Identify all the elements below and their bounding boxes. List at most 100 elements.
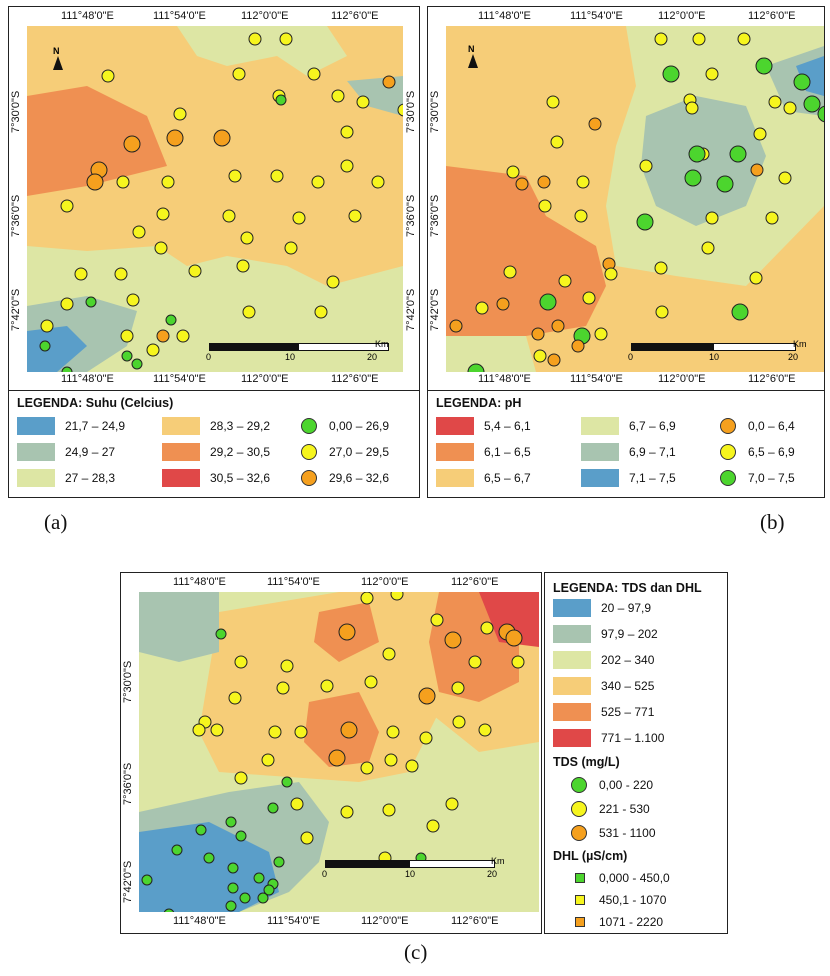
bottom-tick: 111°54'0"E	[153, 373, 206, 385]
sample-point	[192, 723, 206, 737]
sample-point	[571, 339, 585, 353]
tds-legend-title: TDS (mg/L)	[553, 755, 620, 769]
legend-swatch	[17, 469, 55, 487]
sample-point	[817, 105, 824, 123]
legend-item: 0,0 – 6,4	[720, 418, 795, 434]
sample-point	[121, 350, 133, 362]
sample-point	[768, 95, 782, 109]
sample-point	[213, 129, 231, 147]
sample-point	[515, 177, 529, 191]
sample-point	[85, 296, 97, 308]
sample-point	[276, 681, 290, 695]
map-a-svg	[27, 26, 403, 372]
bottom-tick: 111°54'0"E	[267, 915, 320, 927]
scale-20: 20	[487, 869, 498, 879]
sample-point	[338, 623, 356, 641]
sample-point	[749, 271, 763, 285]
legend-symbol	[720, 418, 736, 434]
right-tick: 7°36'0"S	[405, 194, 417, 237]
sample-point	[550, 135, 564, 149]
sample-point	[154, 241, 168, 255]
sample-point	[114, 267, 128, 281]
sample-point	[263, 884, 275, 896]
legend-item: 24,9 – 27	[17, 443, 115, 461]
sample-point	[61, 366, 73, 372]
scale-unit: Km	[793, 339, 807, 349]
legend-symbol	[301, 470, 317, 486]
caption-c: (c)	[404, 940, 428, 964]
legend-item: 771 – 1.100	[553, 729, 664, 747]
legend-label: 28,3 – 29,2	[210, 419, 271, 433]
sample-point	[538, 199, 552, 213]
sample-point	[40, 319, 54, 333]
scale-unit: Km	[491, 856, 505, 866]
zone-71-75	[796, 56, 824, 96]
sample-point	[340, 125, 354, 139]
top-tick: 111°48'0"E	[61, 10, 114, 22]
sample-point	[684, 169, 702, 187]
sample-point	[203, 852, 215, 864]
legend-swatch	[162, 417, 200, 435]
sample-point	[173, 107, 187, 121]
legend-item: 0,00 – 26,9	[301, 418, 389, 434]
left-tick: 7°30'0"S	[429, 90, 441, 133]
legend-label: 0,000 - 450,0	[599, 871, 670, 885]
sample-point	[228, 169, 242, 183]
legend-label: 7,0 – 7,5	[748, 471, 795, 485]
sample-point	[307, 67, 321, 81]
top-tick: 111°54'0"E	[267, 576, 320, 588]
legend-c: LEGENDA: TDS dan DHL 20 – 97,9 97,9 – 202…	[544, 572, 728, 934]
sample-point	[86, 173, 104, 191]
sample-point	[386, 725, 400, 739]
zone-27-28	[177, 26, 347, 76]
sample-point	[360, 592, 374, 605]
scale-0: 0	[628, 352, 634, 362]
legend-symbol	[571, 801, 587, 817]
top-tick: 111°48'0"E	[478, 10, 531, 22]
legend-item: 27 – 28,3	[17, 469, 115, 487]
sample-point	[360, 761, 374, 775]
sample-point	[348, 209, 362, 223]
sample-point	[320, 679, 334, 693]
sample-point	[783, 101, 797, 115]
legend-label: 5,4 – 6,1	[484, 419, 531, 433]
sample-point	[227, 862, 239, 874]
legend-label: 6,9 – 7,1	[629, 445, 676, 459]
legend-symbol	[575, 917, 585, 927]
legend-item: 6,1 – 6,5	[436, 443, 531, 461]
sample-point	[452, 715, 466, 729]
legend-label: 7,1 – 7,5	[629, 471, 676, 485]
sample-point	[275, 94, 287, 106]
north-arrow-icon	[468, 54, 478, 68]
top-tick: 111°54'0"E	[153, 10, 206, 22]
legend-title: LEGENDA: Suhu (Celcius)	[17, 396, 174, 410]
sample-point	[156, 329, 170, 343]
panel-a: 111°48'0"E 111°54'0"E 112°0'0"E 112°6'0"…	[8, 6, 420, 498]
legend-swatch	[553, 729, 591, 747]
zone-67-69b	[446, 336, 536, 372]
legend-label: 6,5 – 6,7	[484, 471, 531, 485]
legend-item: 5,4 – 6,1	[436, 417, 531, 435]
sample-point	[716, 175, 734, 193]
sample-point	[273, 856, 285, 868]
scale-unit: Km	[375, 339, 389, 349]
legend-item: 450,1 - 1070	[575, 893, 666, 907]
sample-point	[328, 749, 346, 767]
sample-point	[793, 73, 811, 91]
legend-swatch	[162, 443, 200, 461]
scale-0: 0	[322, 869, 328, 879]
legend-item: 7,0 – 7,5	[720, 470, 795, 486]
legend-label: 6,7 – 6,9	[629, 419, 676, 433]
sample-point	[478, 723, 492, 737]
sample-point	[240, 231, 254, 245]
sample-point	[692, 32, 706, 46]
sample-point	[654, 261, 668, 275]
legend-item: 7,1 – 7,5	[581, 469, 676, 487]
points-c	[141, 592, 525, 912]
sample-point	[547, 353, 561, 367]
scale-10: 10	[405, 869, 416, 879]
sample-point	[533, 349, 547, 363]
sample-point	[444, 631, 462, 649]
sample-point	[225, 816, 237, 828]
sample-point	[729, 145, 747, 163]
